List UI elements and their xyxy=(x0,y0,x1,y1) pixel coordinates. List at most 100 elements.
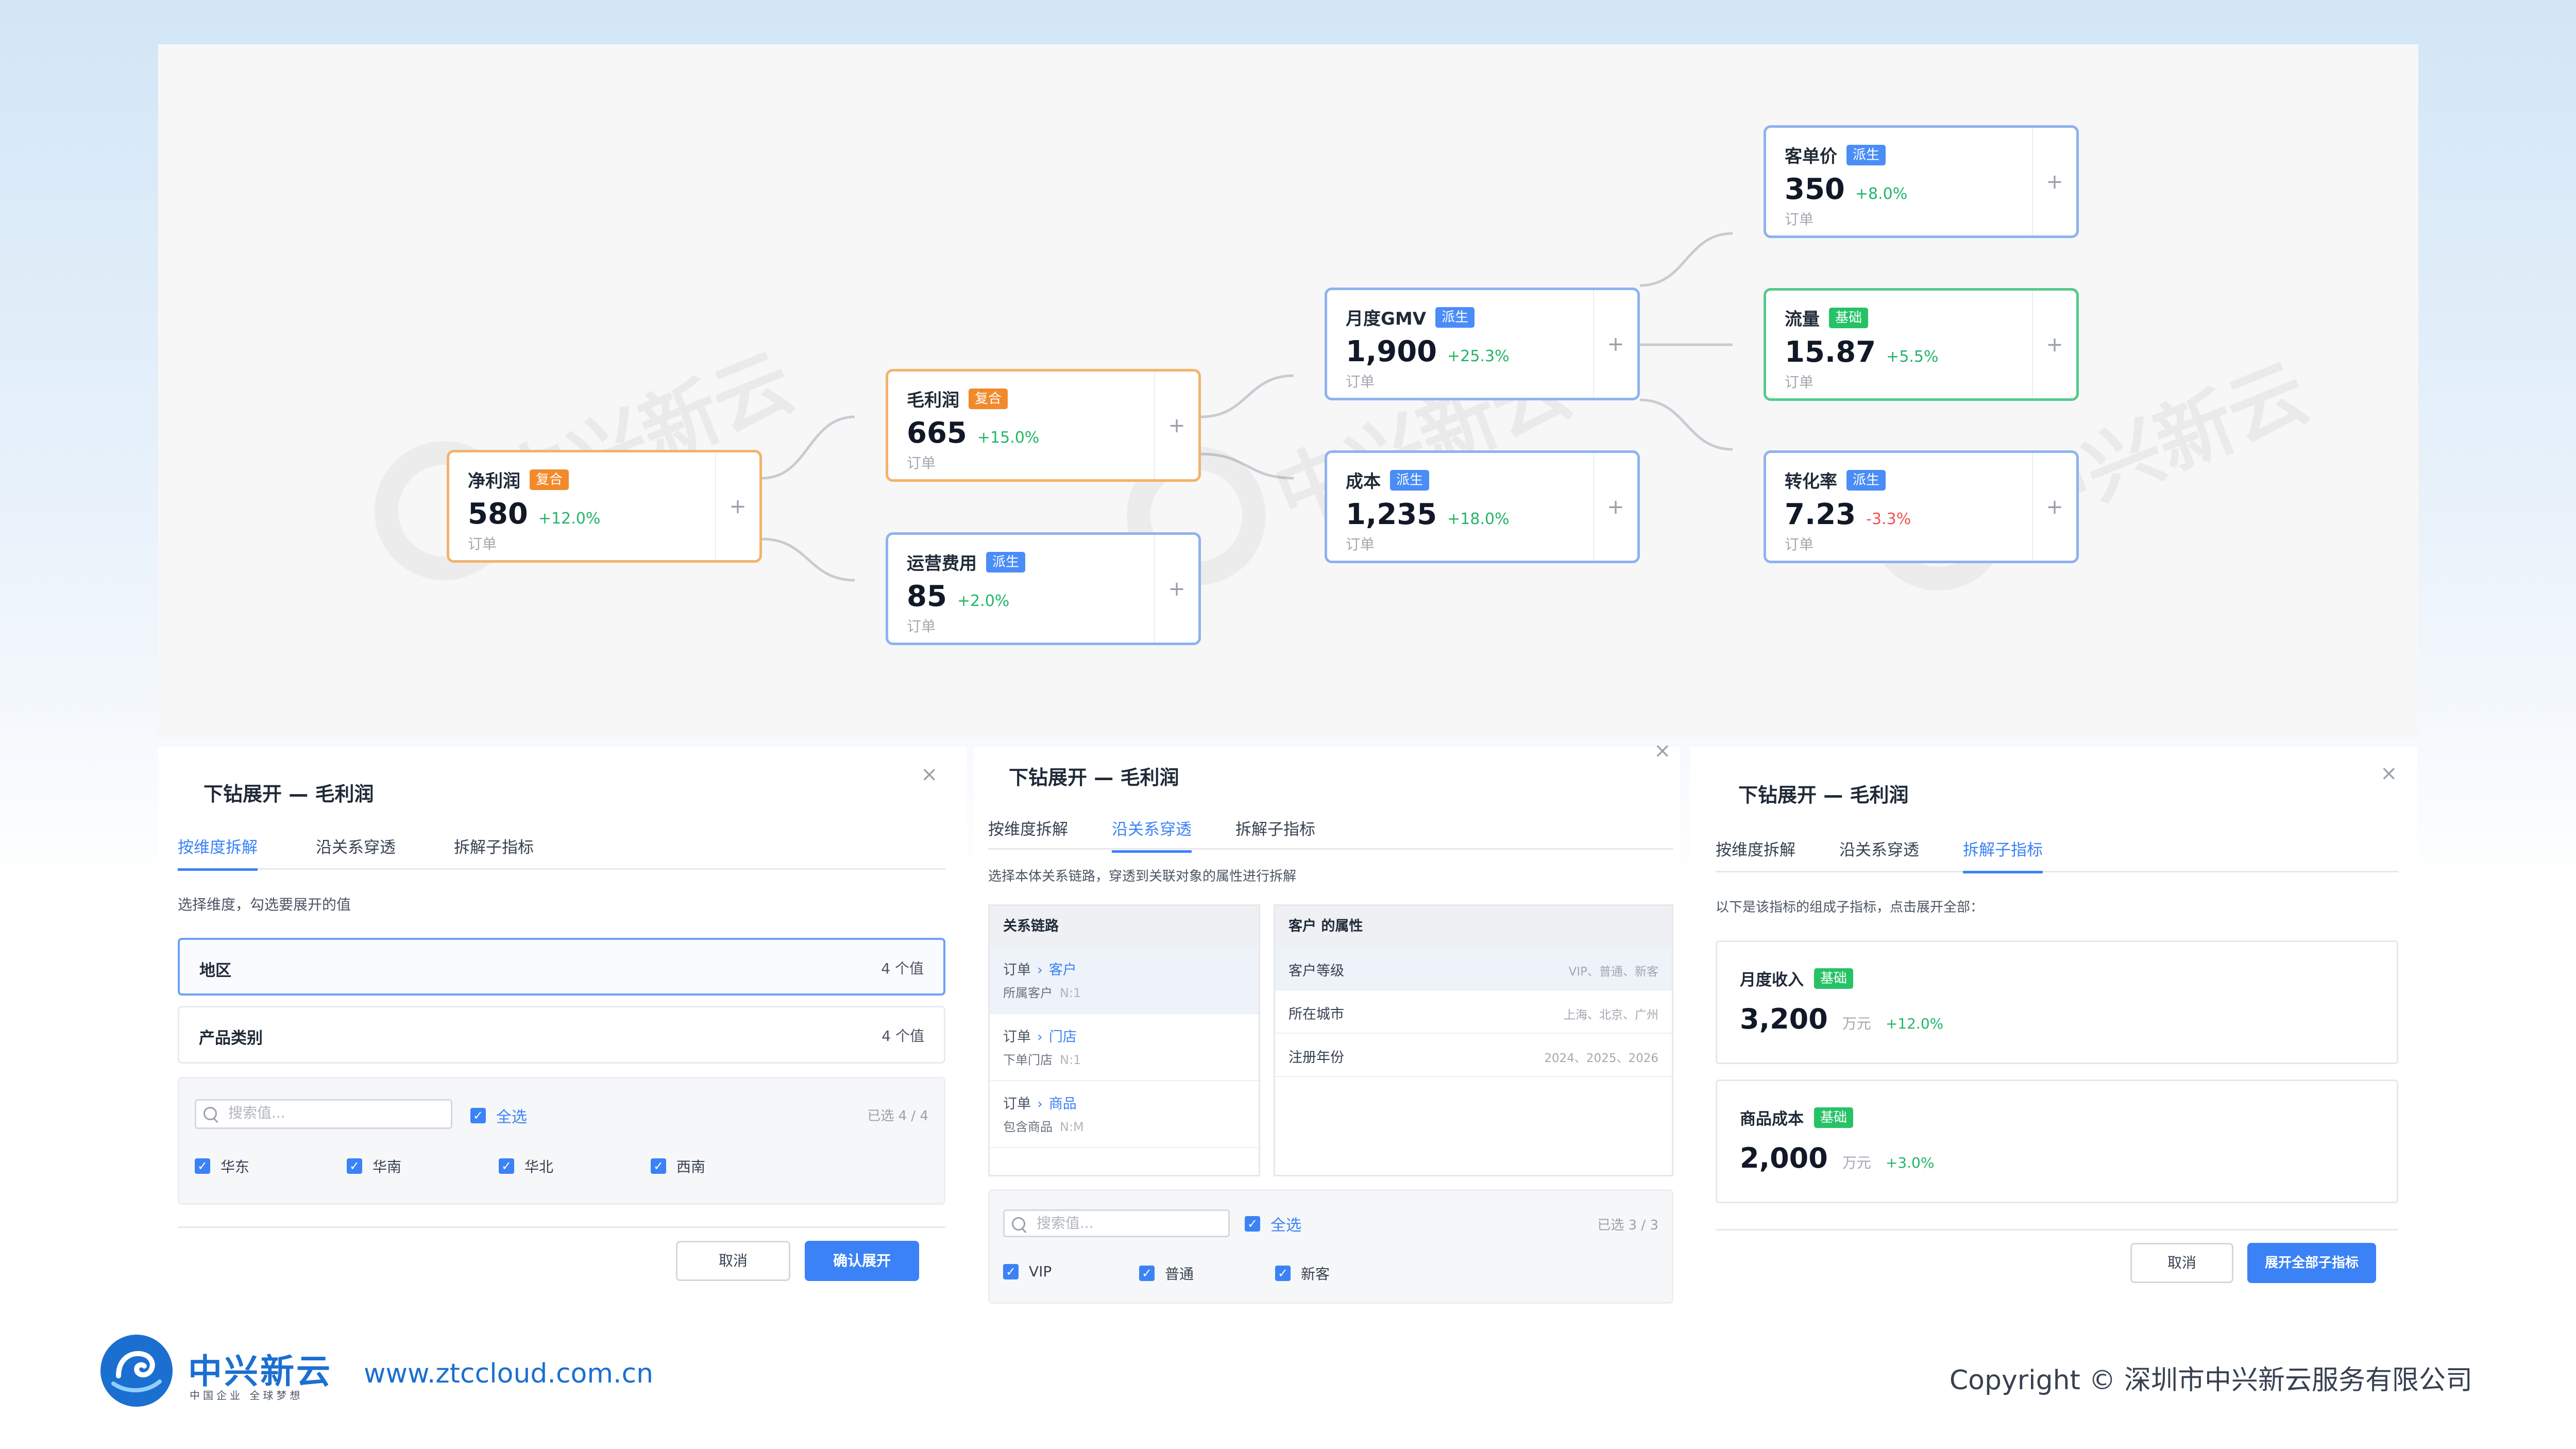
attribute-row[interactable]: 注册年份 2024、2025、2026 xyxy=(1275,1034,1672,1077)
expand-plus-icon[interactable]: + xyxy=(1168,413,1185,437)
node-unit: 订单 xyxy=(1346,536,1375,553)
expand-plus-icon[interactable]: + xyxy=(1168,577,1185,601)
value-search-input[interactable] xyxy=(1036,1214,1182,1232)
value-picker: ✓ 全选 已选 3 / 3 ✓ VIP ✓ 普通 ✓ 新客 xyxy=(988,1189,1673,1304)
relation-desc: 所属客户 xyxy=(1003,986,1053,1000)
node-avg-order-value[interactable]: 客单价 派生 350 +8.0% 订单 + xyxy=(1764,125,2079,238)
node-change: +15.0% xyxy=(977,429,1040,447)
node-change: +25.3% xyxy=(1447,347,1510,365)
attribute-name: 所在城市 xyxy=(1289,1006,1344,1022)
tab-dimension[interactable]: 按维度拆解 xyxy=(988,820,1068,839)
value-checkbox[interactable]: ✓ 新客 xyxy=(1275,1263,1330,1284)
website-link[interactable]: www.ztccloud.com.cn xyxy=(364,1358,654,1389)
close-icon[interactable]: × xyxy=(921,763,938,786)
value-checkbox[interactable]: ✓ VIP xyxy=(1003,1263,1052,1280)
relation-to: 客户 xyxy=(1048,962,1077,978)
node-value: 85 xyxy=(907,580,947,613)
tab-sub-metrics[interactable]: 拆解子指标 xyxy=(1235,820,1315,839)
node-name: 流量 xyxy=(1785,309,1820,330)
tab-sub-metrics[interactable]: 拆解子指标 xyxy=(1963,835,2043,873)
node-name: 客单价 xyxy=(1785,146,1837,167)
relation-chain-list: 关系链路 订单 › 客户 所属客户 N:1 订单 › 门店 下单门店 N:1 订单 › 商品 包… xyxy=(988,904,1260,1176)
value-label: 华东 xyxy=(221,1158,250,1175)
cancel-button[interactable]: 取消 xyxy=(676,1241,790,1281)
confirm-expand-button[interactable]: 确认展开 xyxy=(805,1241,919,1281)
value-checkbox[interactable]: ✓ 西南 xyxy=(651,1156,705,1176)
close-icon[interactable]: × xyxy=(1654,739,1671,763)
connector-gmv-aov xyxy=(1639,232,1733,287)
expand-plus-icon[interactable]: + xyxy=(1607,332,1624,356)
node-opex[interactable]: 运营费用 派生 85 +2.0% 订单 + xyxy=(886,532,1201,645)
value-checkbox[interactable]: ✓ 华北 xyxy=(499,1156,553,1176)
relation-chain-item-product[interactable]: 订单 › 商品 包含商品 N:M xyxy=(990,1081,1259,1148)
value-checkbox[interactable]: ✓ 华东 xyxy=(195,1156,249,1176)
divider xyxy=(1716,1229,2398,1231)
node-type-badge: 基础 xyxy=(1829,307,1869,328)
node-net-profit[interactable]: 净利润 复合 580 +12.0% 订单 + xyxy=(447,450,762,563)
node-cost[interactable]: 成本 派生 1,235 +18.0% 订单 + xyxy=(1325,450,1640,563)
value-label: 西南 xyxy=(676,1158,706,1175)
relation-to: 商品 xyxy=(1048,1096,1077,1112)
drilldown-dialog-sub-metrics: 下钻展开 — 毛利润 × 按维度拆解 沿关系穿透 拆解子指标 以下是该指标的组成… xyxy=(1690,747,2417,1304)
select-all-label: 全选 xyxy=(1270,1217,1301,1235)
dialog-title: 下钻展开 — 毛利润 xyxy=(204,783,374,805)
relation-from: 订单 xyxy=(1003,1096,1031,1112)
sub-metric-card[interactable]: 月度收入 基础 3,200 万元 +12.0% xyxy=(1716,940,2398,1064)
attribute-row[interactable]: 客户等级 VIP、普通、新客 xyxy=(1275,947,1672,990)
expand-plus-icon[interactable]: + xyxy=(729,494,747,518)
node-traffic[interactable]: 流量 基础 15.87 +5.5% 订单 + xyxy=(1764,288,2079,401)
value-checkbox[interactable]: ✓ 普通 xyxy=(1139,1263,1194,1284)
node-type-badge: 派生 xyxy=(986,551,1026,572)
expand-all-sub-metrics-button[interactable]: 展开全部子指标 xyxy=(2247,1243,2376,1283)
node-unit: 订单 xyxy=(1346,373,1375,390)
tab-dimension[interactable]: 按维度拆解 xyxy=(1716,841,1795,860)
sub-metric-unit: 万元 xyxy=(1842,1154,1871,1171)
expand-plus-icon[interactable]: + xyxy=(2046,170,2063,194)
node-value: 580 xyxy=(468,497,528,531)
expand-plus-icon[interactable]: + xyxy=(1607,495,1624,519)
sub-metric-card[interactable]: 商品成本 基础 2,000 万元 +3.0% xyxy=(1716,1080,2398,1203)
node-type-badge: 复合 xyxy=(530,469,569,490)
node-change: +5.5% xyxy=(1886,348,1939,366)
dimension-hint: 选择维度，勾选要展开的值 xyxy=(178,896,351,913)
cancel-button[interactable]: 取消 xyxy=(2130,1243,2233,1283)
dimension-option-region[interactable]: 地区 4 个值 xyxy=(178,938,945,996)
connector-net-opex xyxy=(761,537,855,582)
checkbox-checked-icon: ✓ xyxy=(1275,1266,1291,1281)
tab-dimension[interactable]: 按维度拆解 xyxy=(178,832,258,871)
sub-metric-name: 商品成本 xyxy=(1740,1110,1804,1128)
attribute-row[interactable]: 所在城市 上海、北京、广州 xyxy=(1275,990,1672,1034)
expand-plus-icon[interactable]: + xyxy=(2046,332,2063,357)
attribute-values: 2024、2025、2026 xyxy=(1544,1052,1658,1065)
selected-count: 已选 3 / 3 xyxy=(1597,1218,1658,1233)
relation-chain-item-customer[interactable]: 订单 › 客户 所属客户 N:1 xyxy=(990,947,1259,1014)
tab-sub-metrics[interactable]: 拆解子指标 xyxy=(454,838,534,857)
tab-relation[interactable]: 沿关系穿透 xyxy=(1839,841,1919,860)
node-unit: 订单 xyxy=(907,454,936,471)
value-checkbox[interactable]: ✓ 华南 xyxy=(347,1156,401,1176)
tab-relation[interactable]: 沿关系穿透 xyxy=(316,838,396,857)
node-type-badge: 派生 xyxy=(1390,469,1430,491)
select-all-checkbox[interactable]: ✓ 全选 xyxy=(1245,1212,1301,1235)
node-value: 1,235 xyxy=(1346,498,1437,531)
node-change: +8.0% xyxy=(1855,185,1908,203)
relation-cardinality: N:M xyxy=(1060,1120,1084,1134)
relation-chain-item-store[interactable]: 订单 › 门店 下单门店 N:1 xyxy=(990,1014,1259,1081)
node-monthly-gmv[interactable]: 月度GMV 派生 1,900 +25.3% 订单 + xyxy=(1325,288,1640,400)
tab-relation[interactable]: 沿关系穿透 xyxy=(1112,814,1192,853)
divider xyxy=(178,1226,945,1228)
checkbox-checked-icon: ✓ xyxy=(470,1108,486,1123)
value-search-input-wrap[interactable] xyxy=(195,1099,452,1129)
value-search-input-wrap[interactable] xyxy=(1003,1209,1230,1237)
node-unit: 订单 xyxy=(1785,536,1814,553)
close-icon[interactable]: × xyxy=(2380,762,2398,785)
node-gross-profit[interactable]: 毛利润 复合 665 +15.0% 订单 + xyxy=(886,369,1201,482)
node-unit: 订单 xyxy=(1785,374,1814,391)
node-conversion[interactable]: 转化率 派生 7.23 -3.3% 订单 + xyxy=(1764,450,2079,563)
dimension-option-category[interactable]: 产品类别 4 个值 xyxy=(178,1006,945,1064)
sub-metric-change: +3.0% xyxy=(1885,1154,1935,1171)
node-value: 665 xyxy=(907,416,967,450)
expand-plus-icon[interactable]: + xyxy=(2046,495,2063,519)
select-all-checkbox[interactable]: ✓ 全选 xyxy=(470,1104,527,1127)
value-search-input[interactable] xyxy=(227,1104,374,1122)
